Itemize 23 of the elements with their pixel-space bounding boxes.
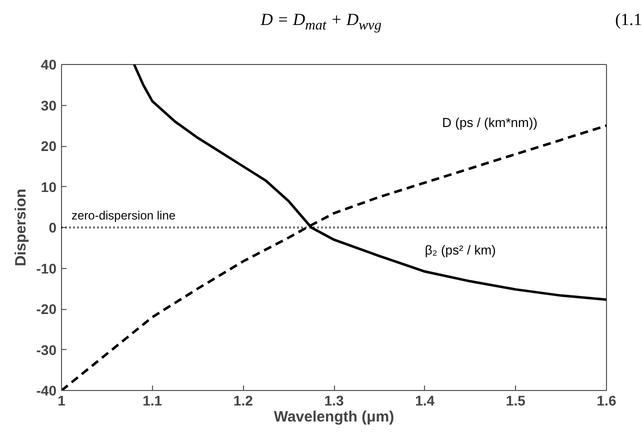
y-tick-label: -20 (36, 301, 57, 317)
series-label: β₂ (ps² / km) (424, 242, 496, 258)
y-tick-label: 30 (40, 97, 57, 114)
x-tick-label: 1.1 (142, 392, 162, 408)
x-tick-label: 1.3 (324, 392, 344, 408)
x-tick-label: 1.4 (415, 392, 435, 408)
ref-line-label: zero-dispersion line (72, 208, 176, 222)
text: (1.1 (615, 9, 642, 31)
y-tick-label: 0 (48, 220, 57, 236)
text: D = D$_{mat}$ + D$_{wvg}$ (260, 10, 382, 34)
x-axis-title: Wavelength (μm) (274, 408, 394, 426)
series-label: D (ps / (km*nm)) (442, 114, 538, 130)
y-tick-label: -10 (36, 260, 57, 276)
y-tick-label: -30 (36, 342, 57, 358)
y-axis-title: Dispersion (12, 188, 30, 266)
y-tick-label: 20 (40, 138, 57, 154)
x-tick-label: 1.5 (506, 392, 526, 408)
y-tick-label: 40 (40, 56, 57, 72)
x-tick-label: 1.6 (596, 392, 616, 408)
x-tick-label: 1 (58, 392, 66, 408)
y-tick-label: 10 (40, 178, 57, 195)
x-tick-label: 1.2 (233, 392, 254, 408)
y-tick-label: -40 (36, 382, 57, 398)
